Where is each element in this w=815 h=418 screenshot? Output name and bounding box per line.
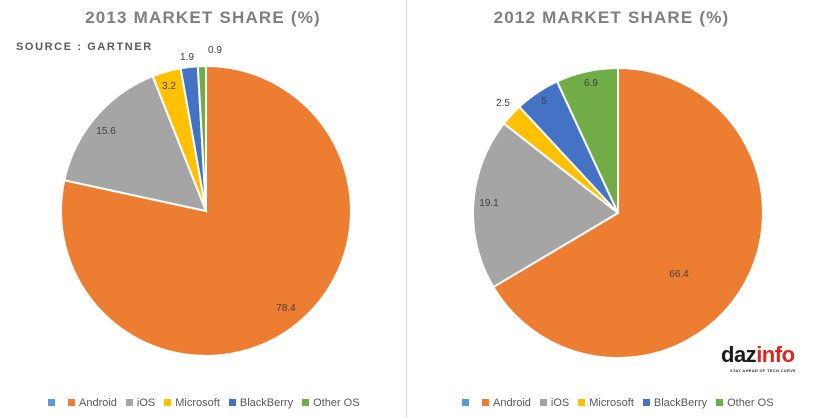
- legend-label: Other OS: [727, 397, 774, 409]
- data-label-2013-android: 78.4: [276, 303, 296, 314]
- legend-label: Microsoft: [175, 397, 220, 409]
- pie-slice-2012-ios: [472, 122, 620, 289]
- data-label-2012-android: 66.4: [669, 269, 689, 280]
- dazeinfo-logo: dazinfo STAY AHEAD OF TECH CURVE: [721, 342, 803, 376]
- legend-item-2013-blackberry: BlackBerry: [228, 397, 294, 409]
- logo-tagline: STAY AHEAD OF TECH CURVE: [730, 368, 797, 373]
- legend-label: Microsoft: [589, 397, 634, 409]
- legend-swatch: [164, 399, 172, 406]
- legend-swatch: [462, 399, 469, 406]
- legend-label: Android: [493, 397, 531, 409]
- legend-item-2012-android: Android: [482, 397, 531, 409]
- data-label-2013-other-os: 0.9: [208, 45, 222, 56]
- chart-2013-legend: Android iOS Microsoft BlackBerry Other OS: [48, 397, 369, 409]
- legend-label: BlackBerry: [653, 397, 708, 409]
- legend-item-2013-microsoft: Microsoft: [164, 397, 220, 409]
- legend-item-2012-microsoft: Microsoft: [578, 397, 634, 409]
- legend-label: BlackBerry: [239, 397, 294, 409]
- data-label-2013-blackberry: 1.9: [180, 52, 194, 63]
- chart-2013-pie: 78.4 15.6 3.2 1.9 0.9: [60, 45, 353, 357]
- pie-slice-2013-other-os: [196, 64, 207, 212]
- data-label-2012-microsoft: 2.5: [496, 98, 510, 109]
- data-label-2013-microsoft: 3.2: [162, 81, 176, 92]
- chart-2013-source: SOURCE : GARTNER: [16, 41, 153, 53]
- panel-divider: [406, 0, 407, 418]
- legend-swatch: [482, 399, 489, 406]
- legend-swatch: [125, 399, 133, 406]
- legend-swatch: [578, 399, 586, 406]
- legend-label: iOS: [136, 397, 156, 409]
- legend-item-2012-blackberry: BlackBerry: [642, 397, 708, 409]
- legend-swatch: [302, 399, 310, 406]
- pie-slice-2012-other-os: [555, 66, 619, 214]
- data-label-2013-ios: 15.6: [96, 126, 116, 137]
- legend-item-2012-ios: iOS: [539, 397, 570, 409]
- data-label-2012-other-os: 6.9: [584, 78, 598, 89]
- pie-slice-2012-android: [491, 66, 765, 359]
- legend-item-2013-other-os: Other OS: [302, 397, 360, 409]
- legend-label: iOS: [550, 397, 570, 409]
- legend-label: Other OS: [313, 397, 360, 409]
- legend-item-2013-ios: iOS: [125, 397, 156, 409]
- legend-swatch: [228, 399, 236, 406]
- chart-2012-title: 2012 MARKET SHARE (%): [493, 8, 730, 27]
- chart-2013-title: 2013 MARKET SHARE (%): [85, 8, 321, 27]
- legend-swatch: [716, 399, 724, 406]
- chart-2013-panel: 2013 MARKET SHARE (%) SOURCE : GARTNER 7…: [0, 0, 406, 418]
- chart-2012-panel: 2012 MARKET SHARE (%) 66.4 19.1 2.5 5 6.9 An…: [408, 0, 815, 418]
- logo-text-left: daz: [721, 342, 757, 367]
- legend-item-2012-blank: [462, 397, 473, 409]
- chart-2012-legend: Android iOS Microsoft BlackBerry Other OS: [462, 397, 783, 409]
- legend-swatch: [48, 399, 55, 406]
- pie-slice-2013-ios: [63, 74, 208, 213]
- legend-item-2013-android: Android: [68, 397, 117, 409]
- legend-swatch: [642, 399, 650, 406]
- legend-swatch: [539, 399, 547, 406]
- logo-text-right: info: [756, 342, 795, 367]
- data-label-2012-ios: 19.1: [479, 198, 499, 209]
- legend-item-2013-blank: [48, 397, 59, 409]
- legend-label: Android: [79, 397, 117, 409]
- legend-swatch: [68, 399, 75, 406]
- chart-2012-pie: 66.4 19.1 2.5 5 6.9: [472, 66, 765, 359]
- data-label-2012-blackberry: 5: [541, 96, 547, 107]
- legend-item-2012-other-os: Other OS: [716, 397, 774, 409]
